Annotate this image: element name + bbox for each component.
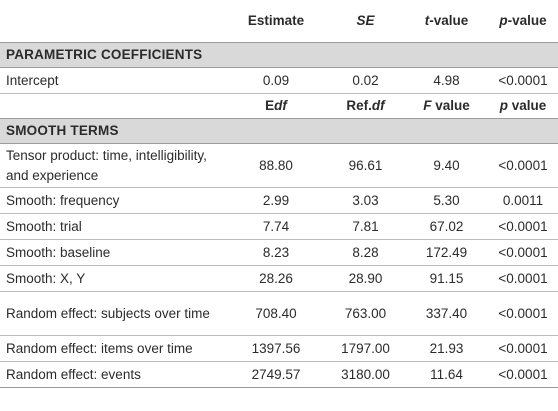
row-value: 67.02 [429, 219, 464, 234]
header-t-value: t-value [405, 13, 488, 28]
header-t-italic: t [424, 13, 430, 28]
table-row: Smooth: frequency 2.99 3.03 5.30 0.0011 [0, 188, 558, 214]
table-row: Smooth: baseline 8.23 8.28 172.49 <0.000… [0, 240, 558, 266]
row-value: 0.02 [352, 73, 379, 88]
row-value: 0.0011 [502, 193, 544, 208]
row-value: 4.98 [433, 73, 460, 88]
row-value: 337.40 [425, 306, 468, 321]
table-row: Intercept 0.09 0.02 4.98 <0.0001 [0, 68, 558, 94]
row-value: 0.09 [262, 73, 290, 88]
row-value: 7.81 [352, 219, 379, 234]
table-row: Random effect: subjects over time 708.40… [0, 292, 558, 336]
table-row: Random effect: items over time 1397.56 1… [0, 336, 558, 362]
row-value: <0.0001 [498, 158, 548, 173]
header-t-rest: -value [429, 13, 469, 28]
subheader-p-value: p value [488, 98, 558, 113]
row-value: 2749.57 [251, 367, 301, 382]
row-value: 11.64 [430, 367, 463, 382]
header-se: SE [356, 13, 375, 28]
row-value: <0.0001 [498, 367, 548, 382]
row-value: 5.30 [433, 193, 460, 208]
subheader-edf: Edf [226, 98, 326, 113]
row-value: <0.0001 [498, 219, 548, 234]
subheader-refdf-prefix: Ref. [346, 98, 372, 113]
row-value: 9.40 [433, 158, 460, 173]
row-value: 3180.00 [341, 367, 390, 382]
row-value: 28.90 [348, 271, 383, 286]
subheader-f-italic: F [423, 98, 432, 113]
row-value: 763.00 [344, 306, 387, 321]
header-p-italic: p [499, 13, 508, 28]
table-row: Smooth: trial 7.74 7.81 67.02 <0.0001 [0, 214, 558, 240]
row-value: 28.26 [259, 271, 293, 286]
row-value: 1797.00 [341, 341, 390, 356]
row-value: 91.15 [429, 271, 464, 286]
header-p-value: p-value [488, 13, 558, 28]
subheader-refdf-italic: df [371, 98, 385, 113]
subheader-row: Edf Ref.df F value p value [0, 94, 558, 118]
row-value: 88.80 [259, 158, 293, 173]
results-table: Estimate SE t-value p-value PARAMETRIC C… [0, 0, 558, 388]
subheader-p-rest: value [507, 98, 547, 113]
table-row: Random effect: events 2749.57 3180.00 11… [0, 362, 558, 388]
header-p-rest: -value [507, 13, 547, 28]
table-row: Smooth: X, Y 28.26 28.90 91.15 <0.0001 [0, 266, 558, 292]
subheader-edf-italic: df [274, 98, 287, 113]
row-value: <0.0001 [498, 271, 548, 286]
row-value: 3.03 [352, 193, 379, 208]
row-value: 708.40 [255, 306, 297, 321]
row-value: 7.74 [262, 219, 290, 234]
row-label: Random effect: events [6, 366, 141, 382]
table-row: Tensor product: time, intelligibility, a… [0, 144, 558, 188]
row-value: <0.0001 [498, 341, 548, 356]
row-value: 8.23 [262, 245, 290, 260]
row-value: 2.99 [262, 193, 290, 208]
row-value: 96.61 [348, 158, 383, 173]
section-smooth-title: SMOOTH TERMS [6, 123, 119, 138]
section-parametric-title: PARAMETRIC COEFFICIENTS [6, 47, 203, 62]
row-value: 21.93 [429, 341, 464, 356]
subheader-p-italic: p [499, 98, 508, 113]
section-smooth: SMOOTH TERMS [0, 118, 558, 144]
section-parametric: PARAMETRIC COEFFICIENTS [0, 42, 558, 68]
row-label: Random effect: subjects over time [6, 305, 210, 321]
row-value: 8.28 [352, 245, 379, 260]
row-label: Smooth: trial [6, 218, 82, 234]
row-value: 1397.56 [251, 341, 301, 356]
row-value: <0.0001 [498, 73, 548, 88]
row-value: <0.0001 [498, 306, 548, 321]
row-value: <0.0001 [498, 245, 548, 260]
row-label: Smooth: X, Y [6, 270, 86, 286]
row-label: Smooth: baseline [6, 244, 111, 260]
row-label: Smooth: frequency [6, 192, 120, 208]
row-value: 172.49 [425, 245, 468, 260]
subheader-refdf: Ref.df [326, 98, 405, 113]
header-estimate: Estimate [247, 13, 305, 28]
column-header-row: Estimate SE t-value p-value [0, 0, 558, 42]
subheader-f-value: F value [405, 98, 488, 113]
subheader-f-rest: value [431, 98, 470, 113]
row-label: Tensor product: time, intelligibility, a… [6, 147, 207, 183]
subheader-edf-prefix: E [265, 98, 275, 113]
row-label: Random effect: items over time [6, 340, 193, 356]
row-label: Intercept [6, 72, 59, 88]
